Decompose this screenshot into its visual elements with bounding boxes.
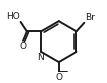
Text: O: O [20,42,27,51]
Text: O: O [55,74,62,83]
Text: HO: HO [6,12,20,21]
Text: N: N [37,53,44,62]
Text: Br: Br [85,13,95,22]
